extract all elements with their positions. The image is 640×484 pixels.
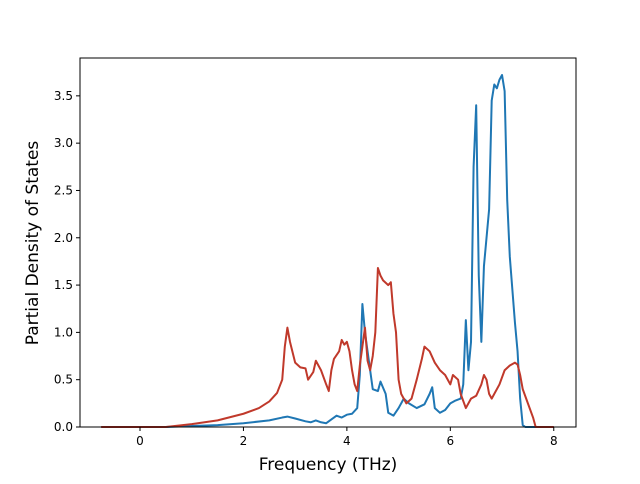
plot-frame	[79, 57, 577, 428]
y-tick-label: 0.0	[54, 420, 73, 434]
y-tick-label: 3.0	[54, 136, 73, 150]
y-tick-label: 2.5	[54, 183, 73, 197]
plot-area	[101, 74, 554, 428]
x-tick-label: 0	[136, 434, 144, 448]
series-line-2	[101, 267, 554, 428]
y-tick-label: 2.0	[54, 231, 73, 245]
x-tick-label: 6	[446, 434, 454, 448]
x-tick-label: 4	[343, 434, 351, 448]
y-axis-ticks: 0.0 0.5 1.0 1.5 2.0 2.5 3.0 3.5	[54, 89, 80, 434]
series-line-1	[101, 74, 554, 428]
y-tick-label: 1.5	[54, 278, 73, 292]
x-axis-ticks: 0 2 4 6 8	[136, 427, 558, 448]
y-axis-label: Partial Density of States	[23, 141, 43, 346]
y-tick-label: 3.5	[54, 89, 73, 103]
y-tick-label: 0.5	[54, 373, 73, 387]
y-tick-label: 1.0	[54, 325, 73, 339]
x-axis-label: Frequency (THz)	[259, 455, 398, 475]
x-tick-label: 8	[550, 434, 558, 448]
x-tick-label: 2	[240, 434, 248, 448]
